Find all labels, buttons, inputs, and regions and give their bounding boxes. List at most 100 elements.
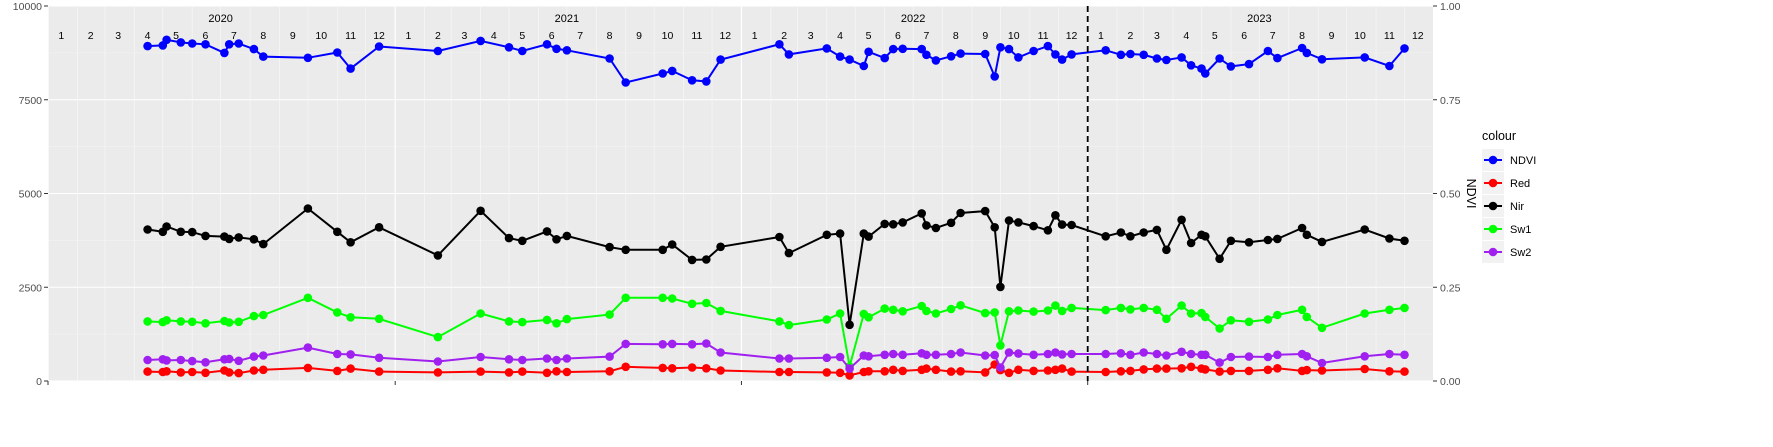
data-point: [1152, 305, 1162, 315]
data-point: [224, 234, 234, 244]
data-point: [1385, 349, 1394, 359]
legend-item: Red: [1482, 172, 1530, 194]
data-point: [333, 366, 342, 376]
data-point: [1004, 44, 1014, 54]
month-label: 10: [315, 30, 327, 42]
data-point: [898, 44, 907, 54]
data-point: [980, 351, 990, 360]
data-point: [980, 308, 990, 318]
data-point: [1317, 366, 1327, 375]
data-point: [552, 355, 561, 365]
data-point: [518, 317, 527, 327]
data-point: [1273, 234, 1282, 244]
data-point: [1029, 307, 1038, 316]
data-point: [201, 368, 210, 378]
month-label: 7: [924, 30, 930, 42]
data-point: [518, 367, 527, 376]
data-point: [1244, 59, 1254, 69]
month-label: 9: [1329, 30, 1335, 42]
data-point: [1215, 324, 1224, 333]
data-point: [1263, 235, 1273, 245]
data-point: [333, 227, 342, 237]
data-point: [1116, 367, 1126, 376]
data-point: [346, 313, 355, 322]
data-point: [224, 40, 234, 49]
data-point: [1244, 366, 1254, 376]
month-label: 5: [1212, 30, 1218, 42]
data-point: [1004, 307, 1014, 316]
data-point: [562, 46, 572, 55]
data-point: [621, 78, 630, 87]
data-point: [1360, 309, 1369, 318]
data-point: [822, 44, 832, 53]
data-point: [1186, 61, 1196, 70]
data-point: [1302, 312, 1312, 322]
data-point: [667, 364, 677, 373]
data-point: [433, 251, 443, 260]
data-point: [476, 206, 485, 216]
data-point: [1302, 48, 1312, 58]
month-label: 7: [1270, 30, 1276, 42]
month-label: 5: [519, 30, 525, 42]
data-point: [1201, 350, 1210, 360]
data-point: [605, 310, 614, 319]
data-point: [931, 350, 941, 360]
data-point: [716, 348, 725, 357]
data-point: [621, 293, 630, 303]
data-point: [1116, 228, 1126, 237]
data-point: [880, 304, 889, 313]
data-point: [922, 364, 931, 373]
data-point: [845, 320, 854, 330]
data-point: [822, 353, 832, 363]
data-point: [822, 315, 832, 324]
data-point: [476, 367, 485, 376]
data-point: [775, 367, 784, 377]
data-point: [605, 352, 614, 361]
data-point: [504, 355, 514, 364]
data-point: [931, 309, 941, 318]
data-point: [259, 310, 268, 320]
data-point: [1162, 351, 1171, 360]
data-point: [990, 223, 999, 232]
data-point: [996, 341, 1005, 350]
left-tick-label: 7500: [19, 95, 43, 107]
data-point: [1273, 364, 1282, 373]
data-point: [224, 318, 234, 327]
month-label: 9: [636, 30, 642, 42]
data-point: [845, 371, 854, 380]
data-point: [880, 350, 889, 360]
data-point: [864, 313, 873, 322]
month-label: 2: [781, 30, 787, 42]
data-point: [433, 46, 443, 56]
data-point: [542, 354, 552, 363]
data-point: [1177, 347, 1186, 357]
data-point: [1400, 367, 1409, 376]
data-point: [1067, 220, 1076, 230]
legend: colour NDVI Red Nir Sw1 Sw2: [1482, 129, 1536, 263]
data-point: [898, 366, 907, 376]
data-point: [374, 353, 384, 363]
data-point: [716, 242, 725, 252]
data-point: [346, 350, 355, 359]
data-point: [822, 230, 832, 240]
data-point: [1004, 348, 1014, 357]
year-label: 2023: [1247, 13, 1271, 25]
legend-key-point: [1488, 178, 1498, 188]
data-point: [1201, 69, 1210, 78]
data-point: [687, 255, 697, 265]
data-point: [1186, 362, 1196, 372]
data-point: [1317, 358, 1327, 368]
data-point: [702, 339, 711, 348]
month-label: 12: [1412, 30, 1424, 42]
data-point: [1014, 365, 1023, 375]
data-point: [1317, 55, 1327, 64]
data-point: [1139, 228, 1148, 237]
month-label: 6: [549, 30, 555, 42]
data-point: [1177, 301, 1186, 310]
data-point: [1004, 216, 1014, 225]
data-point: [259, 351, 268, 360]
data-point: [864, 47, 873, 57]
month-label: 10: [1008, 30, 1020, 42]
month-label: 1: [406, 30, 412, 42]
